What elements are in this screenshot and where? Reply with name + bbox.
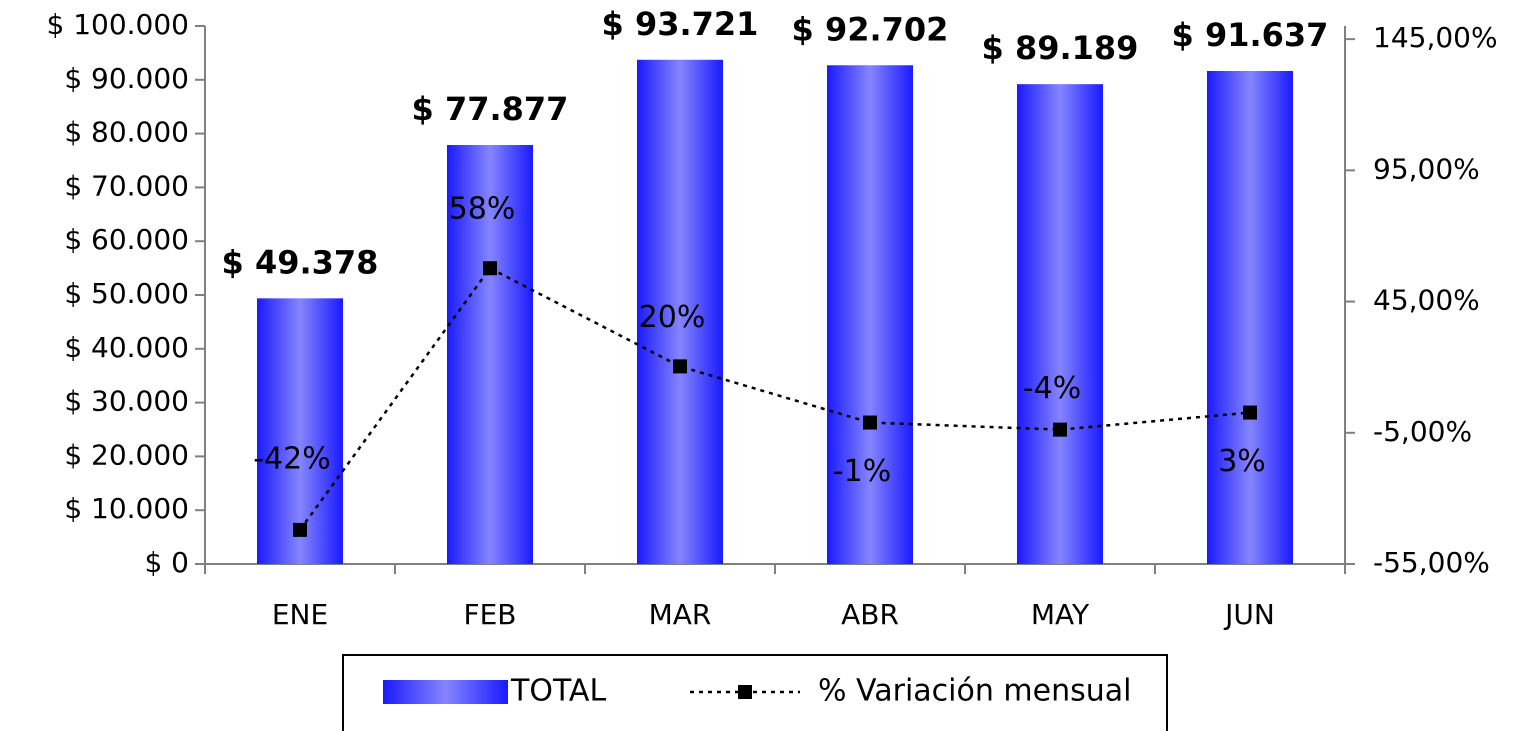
marker bbox=[293, 522, 307, 537]
y-tick-label: $ 30.000 bbox=[64, 385, 189, 418]
y-tick-label: $ 0 bbox=[144, 546, 189, 579]
marker bbox=[1053, 422, 1067, 437]
x-tick-label: ENE bbox=[272, 598, 328, 631]
y-tick-label: $ 50.000 bbox=[64, 277, 189, 310]
marker bbox=[673, 359, 687, 374]
y2-tick-label: -5,00% bbox=[1373, 415, 1472, 448]
bar-value-label: $ 92.702 bbox=[792, 10, 949, 48]
line-value-label: 3% bbox=[1218, 444, 1266, 479]
marker bbox=[863, 415, 877, 430]
y-tick-label: $ 60.000 bbox=[64, 223, 189, 256]
y-tick-label: $ 40.000 bbox=[64, 331, 189, 364]
x-tick-label: MAR bbox=[649, 598, 712, 631]
x-tick-label: ABR bbox=[841, 598, 899, 631]
y2-tick-label: 145,00% bbox=[1373, 21, 1498, 54]
x-tick-label: FEB bbox=[463, 598, 516, 631]
y-tick-label: $ 10.000 bbox=[64, 492, 189, 525]
bar bbox=[257, 298, 343, 564]
x-tick-label: JUN bbox=[1223, 598, 1275, 631]
bar bbox=[637, 59, 723, 565]
legend-label: % Variación mensual bbox=[818, 674, 1131, 709]
bar-value-label: $ 93.721 bbox=[602, 5, 759, 43]
marker bbox=[1243, 405, 1257, 420]
y2-tick-label: 95,00% bbox=[1373, 152, 1480, 185]
legend-marker bbox=[738, 685, 752, 699]
bar bbox=[1207, 70, 1293, 564]
legend-swatch bbox=[383, 680, 508, 704]
y-tick-label: $ 80.000 bbox=[64, 116, 189, 149]
bar-value-label: $ 49.378 bbox=[222, 243, 379, 281]
bar bbox=[827, 65, 913, 564]
bar-value-label: $ 89.189 bbox=[982, 29, 1139, 67]
marker bbox=[483, 261, 497, 276]
bar-value-label: $ 91.637 bbox=[1172, 16, 1329, 54]
y2-tick-label: -55,00% bbox=[1373, 546, 1490, 579]
line-value-label: -42% bbox=[253, 441, 331, 476]
legend-label: TOTAL bbox=[510, 674, 606, 709]
y-tick-label: $ 100.000 bbox=[46, 8, 189, 41]
bar bbox=[447, 145, 533, 565]
x-tick-label: MAY bbox=[1031, 598, 1090, 631]
bar bbox=[1017, 84, 1103, 564]
y-tick-label: $ 70.000 bbox=[64, 169, 189, 202]
y2-tick-label: 45,00% bbox=[1373, 284, 1480, 317]
line-value-label: 58% bbox=[449, 192, 516, 227]
y-tick-label: $ 20.000 bbox=[64, 438, 189, 471]
line-value-label: 20% bbox=[639, 300, 706, 335]
line bbox=[298, 266, 1251, 531]
line-value-label: -1% bbox=[833, 454, 891, 489]
y-tick-label: $ 90.000 bbox=[64, 62, 189, 95]
line-value-label: -4% bbox=[1023, 371, 1081, 406]
bar-value-label: $ 77.877 bbox=[412, 90, 569, 128]
